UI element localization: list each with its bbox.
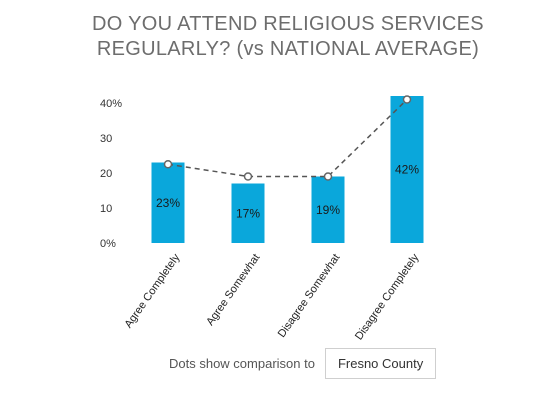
y-tick-label: 30 (100, 133, 112, 145)
category-label: Disagree Completely (353, 251, 422, 342)
data-label: 19% (316, 203, 340, 217)
bar (390, 96, 424, 243)
comparison-dot (323, 172, 333, 181)
data-label: 17% (236, 206, 260, 220)
bar (311, 176, 345, 243)
y-tick-label: 40% (100, 98, 122, 110)
comparison-dot (163, 160, 173, 169)
category-label: Agree Completely (122, 251, 182, 330)
footer-label: Dots show comparison to (169, 356, 315, 371)
comparison-footer: Dots show comparison to Fresno County (169, 348, 437, 379)
comparison-select[interactable]: Fresno County (324, 348, 437, 379)
comparison-dot (402, 95, 412, 104)
comparison-dot (243, 172, 253, 181)
y-tick-label: 10 (100, 203, 112, 215)
bar (231, 183, 265, 243)
y-tick-label: 0% (100, 238, 116, 250)
data-label: 42% (395, 163, 419, 177)
category-label: Disagree Somewhat (276, 252, 343, 340)
data-label: 23% (156, 196, 180, 210)
chart-title: DO YOU ATTEND RELIGIOUS SERVICES REGULAR… (92, 13, 484, 60)
comparison-line (167, 98, 408, 178)
bar (151, 162, 185, 243)
category-label: Agree Somewhat (204, 252, 262, 328)
y-tick-label: 20 (100, 168, 112, 180)
